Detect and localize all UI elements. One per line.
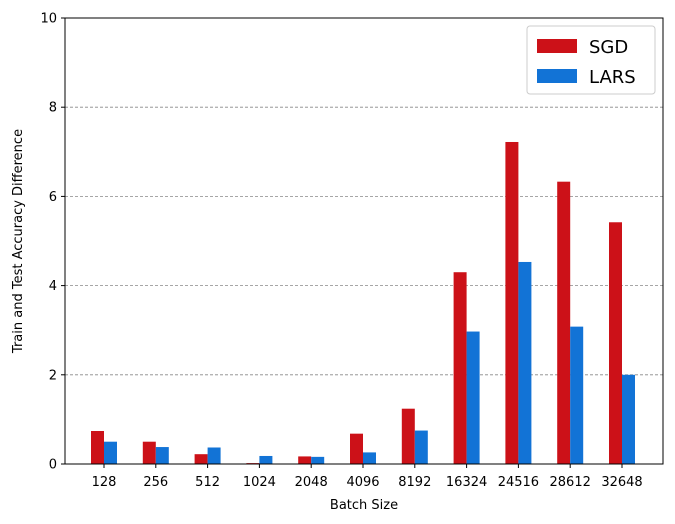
x-tick-label: 256: [143, 475, 168, 490]
x-tick-label: 1024: [243, 475, 276, 490]
x-tick-label: 28612: [550, 475, 591, 490]
bars: [91, 141, 635, 464]
bar-lars-24516: [518, 261, 532, 464]
legend: SGD LARS: [526, 25, 656, 95]
bar-sgd-128: [91, 430, 104, 464]
x-tick-label: 32648: [601, 475, 642, 490]
bar-sgd-28612: [557, 181, 571, 464]
x-tick-label: 24516: [498, 475, 539, 490]
bar-sgd-512: [194, 454, 208, 464]
x-tick-label: 512: [195, 475, 220, 490]
y-axis-title: Train and Test Accuracy Difference: [11, 129, 26, 354]
x-axis: 128 256 512 1024 2048 4096 8192 16324 24516 28612…: [92, 464, 643, 490]
bar-lars-1024: [259, 455, 273, 464]
x-tick-label: 4096: [346, 475, 379, 490]
y-tick-label: 8: [49, 101, 57, 116]
x-tick-label: 16324: [446, 475, 487, 490]
plot-frame: [64, 17, 664, 465]
bar-sgd-256: [142, 441, 156, 464]
bar-lars-28612: [570, 326, 584, 464]
bar-sgd-8192: [401, 408, 415, 464]
bar-lars-2048: [311, 456, 325, 464]
bar-lars-16324: [466, 331, 480, 464]
y-tick-label: 10: [40, 12, 57, 27]
legend-swatch-lars: [537, 69, 577, 83]
bar-lars-128: [104, 441, 117, 464]
y-tick-label: 6: [49, 190, 57, 205]
x-tick-label: 128: [92, 475, 117, 490]
y-axis: 0 2 4 6 8 10: [40, 12, 65, 473]
bar-lars-512: [207, 447, 221, 464]
bar-lars-32648: [622, 374, 635, 464]
bar-lars-4096: [363, 452, 376, 464]
bar-sgd-4096: [350, 433, 363, 464]
y-tick-label: 4: [49, 279, 57, 294]
bar-lars-8192: [414, 430, 428, 464]
bar-sgd-16324: [453, 272, 467, 464]
bar-sgd-24516: [505, 141, 519, 464]
bar-sgd-32648: [609, 222, 622, 464]
y-tick-label: 0: [49, 458, 57, 473]
legend-swatch-sgd: [537, 39, 577, 53]
x-tick-label: 8192: [398, 475, 431, 490]
y-tick-label: 2: [49, 368, 57, 383]
bar-lars-256: [155, 447, 169, 464]
legend-label-lars: LARS: [589, 67, 636, 88]
bar-sgd-2048: [298, 456, 312, 464]
x-tick-label: 2048: [295, 475, 328, 490]
x-axis-title: Batch Size: [330, 498, 398, 513]
legend-label-sgd: SGD: [589, 37, 628, 58]
